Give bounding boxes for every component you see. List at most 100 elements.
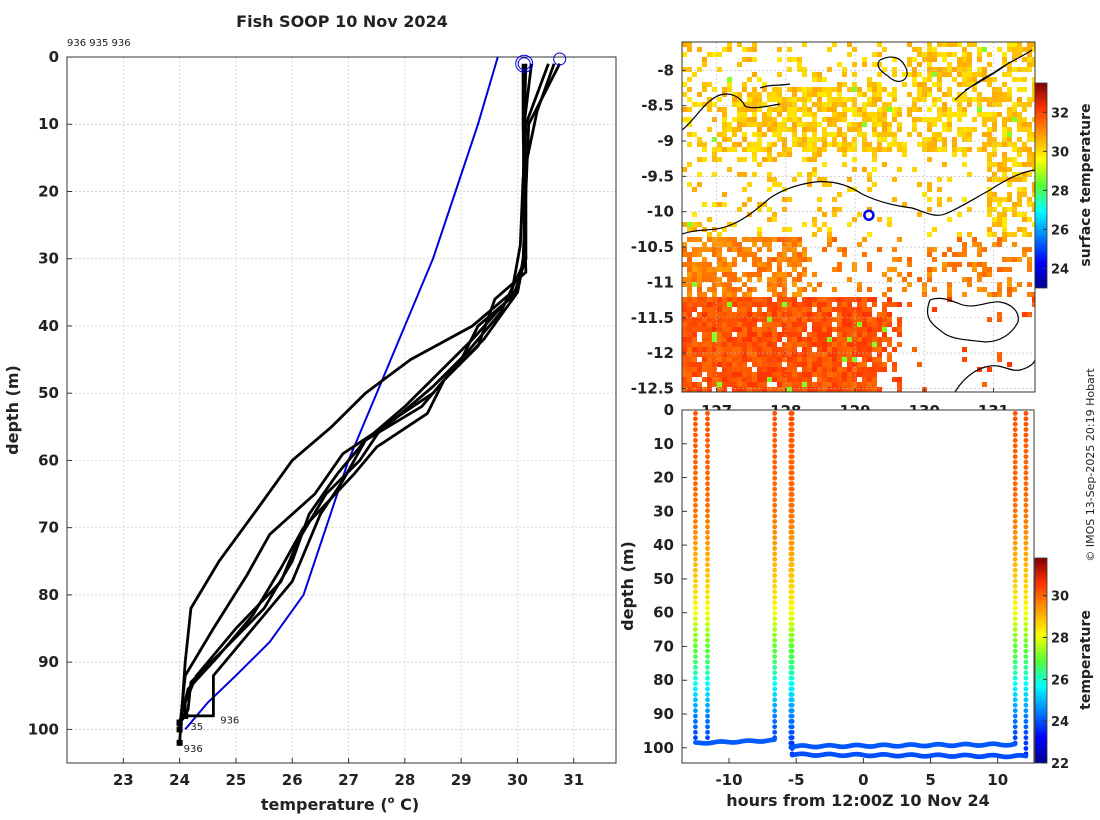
sst-cell — [687, 117, 692, 122]
section-point — [1012, 616, 1018, 622]
sst-cell — [872, 132, 877, 137]
sst-cell — [1032, 162, 1035, 167]
sst-cell — [827, 97, 832, 102]
sst-cell — [872, 347, 877, 352]
sst-cell — [732, 257, 737, 262]
sst-cell — [837, 322, 842, 327]
section-x-tick-label: -10 — [715, 771, 742, 789]
section-point — [705, 692, 710, 697]
sst-cell — [732, 222, 737, 227]
section-point — [705, 610, 710, 616]
sst-cell — [812, 112, 817, 117]
sst-cell — [942, 92, 947, 97]
sst-cell — [877, 147, 882, 152]
sst-cell — [697, 322, 702, 327]
sst-cell — [967, 277, 972, 282]
sst-cell — [967, 77, 972, 82]
sst-cell — [767, 362, 772, 367]
sst-cell — [957, 262, 962, 267]
sst-cell — [977, 252, 982, 257]
sst-cell — [812, 147, 817, 152]
section-point — [1023, 697, 1029, 703]
sst-cell — [767, 122, 772, 127]
sst-cell — [837, 307, 842, 312]
sst-cell — [987, 212, 992, 217]
sst-cell — [802, 127, 807, 132]
sst-cell — [747, 327, 752, 332]
sst-cell — [727, 297, 732, 302]
sst-cell — [1007, 287, 1012, 292]
sst-cell — [767, 142, 772, 147]
sst-cell — [707, 307, 712, 312]
sst-cell — [822, 247, 827, 252]
sst-cell — [792, 257, 797, 262]
sst-cell — [817, 382, 822, 387]
sst-cell — [712, 347, 717, 352]
sst-cell — [722, 137, 727, 142]
sst-cell — [787, 152, 792, 157]
section-point — [1012, 432, 1018, 438]
sst-cell — [787, 362, 792, 367]
sst-cell — [1012, 77, 1017, 82]
sst-cell — [752, 237, 757, 242]
section-point — [705, 735, 710, 741]
section-y-tick-label: 70 — [653, 637, 674, 655]
section-point — [789, 556, 795, 562]
sst-cell — [762, 267, 767, 272]
sst-cell — [1017, 77, 1022, 82]
sst-cell — [742, 297, 747, 302]
sst-cell — [757, 237, 762, 242]
sst-cell — [707, 262, 712, 267]
sst-cell — [702, 362, 707, 367]
sst-cell — [692, 352, 697, 357]
sst-cell — [997, 112, 1002, 117]
sst-cell — [867, 387, 872, 392]
sst-cell — [727, 272, 732, 277]
section-point — [693, 708, 698, 714]
sst-cell — [987, 207, 992, 212]
sst-cell — [732, 367, 737, 372]
section-point — [1012, 421, 1018, 427]
sst-cell — [782, 307, 787, 312]
sst-cell — [832, 362, 837, 367]
sst-cell — [1022, 227, 1027, 232]
sst-cell — [792, 377, 797, 382]
sst-cell — [992, 292, 997, 297]
section-point — [1012, 697, 1018, 703]
sst-cell — [857, 317, 862, 322]
sst-cell — [1002, 227, 1007, 232]
section-point — [789, 681, 795, 687]
coastline-mainland — [954, 359, 1035, 392]
section-point — [705, 573, 710, 578]
sst-cell — [972, 242, 977, 247]
section-point — [789, 675, 795, 681]
sst-cell — [957, 132, 962, 137]
section-point — [693, 659, 698, 665]
sst-cell — [882, 147, 887, 152]
sst-cell — [967, 207, 972, 212]
sst-cell — [827, 227, 832, 232]
sst-cell — [807, 307, 812, 312]
sst-cell — [842, 382, 847, 387]
sst-cell — [962, 152, 967, 157]
sst-cell — [947, 122, 952, 127]
sst-cell — [877, 52, 882, 57]
sst-cell — [692, 302, 697, 307]
sst-cell — [847, 142, 852, 147]
section-point — [1012, 465, 1018, 470]
sst-cell — [887, 312, 892, 317]
sst-cell — [822, 337, 827, 342]
sst-cell — [772, 377, 777, 382]
sst-cell — [957, 127, 962, 132]
section-point — [1023, 665, 1029, 670]
bottom-track-point — [1023, 753, 1029, 759]
sst-cell — [732, 322, 737, 327]
sst-cell — [942, 262, 947, 267]
sst-cell — [777, 322, 782, 327]
sst-cell — [977, 107, 982, 112]
sst-cell — [937, 107, 942, 112]
sst-cell — [857, 127, 862, 132]
section-point — [772, 427, 778, 432]
sst-cell — [797, 372, 802, 377]
sst-cell — [992, 217, 997, 222]
